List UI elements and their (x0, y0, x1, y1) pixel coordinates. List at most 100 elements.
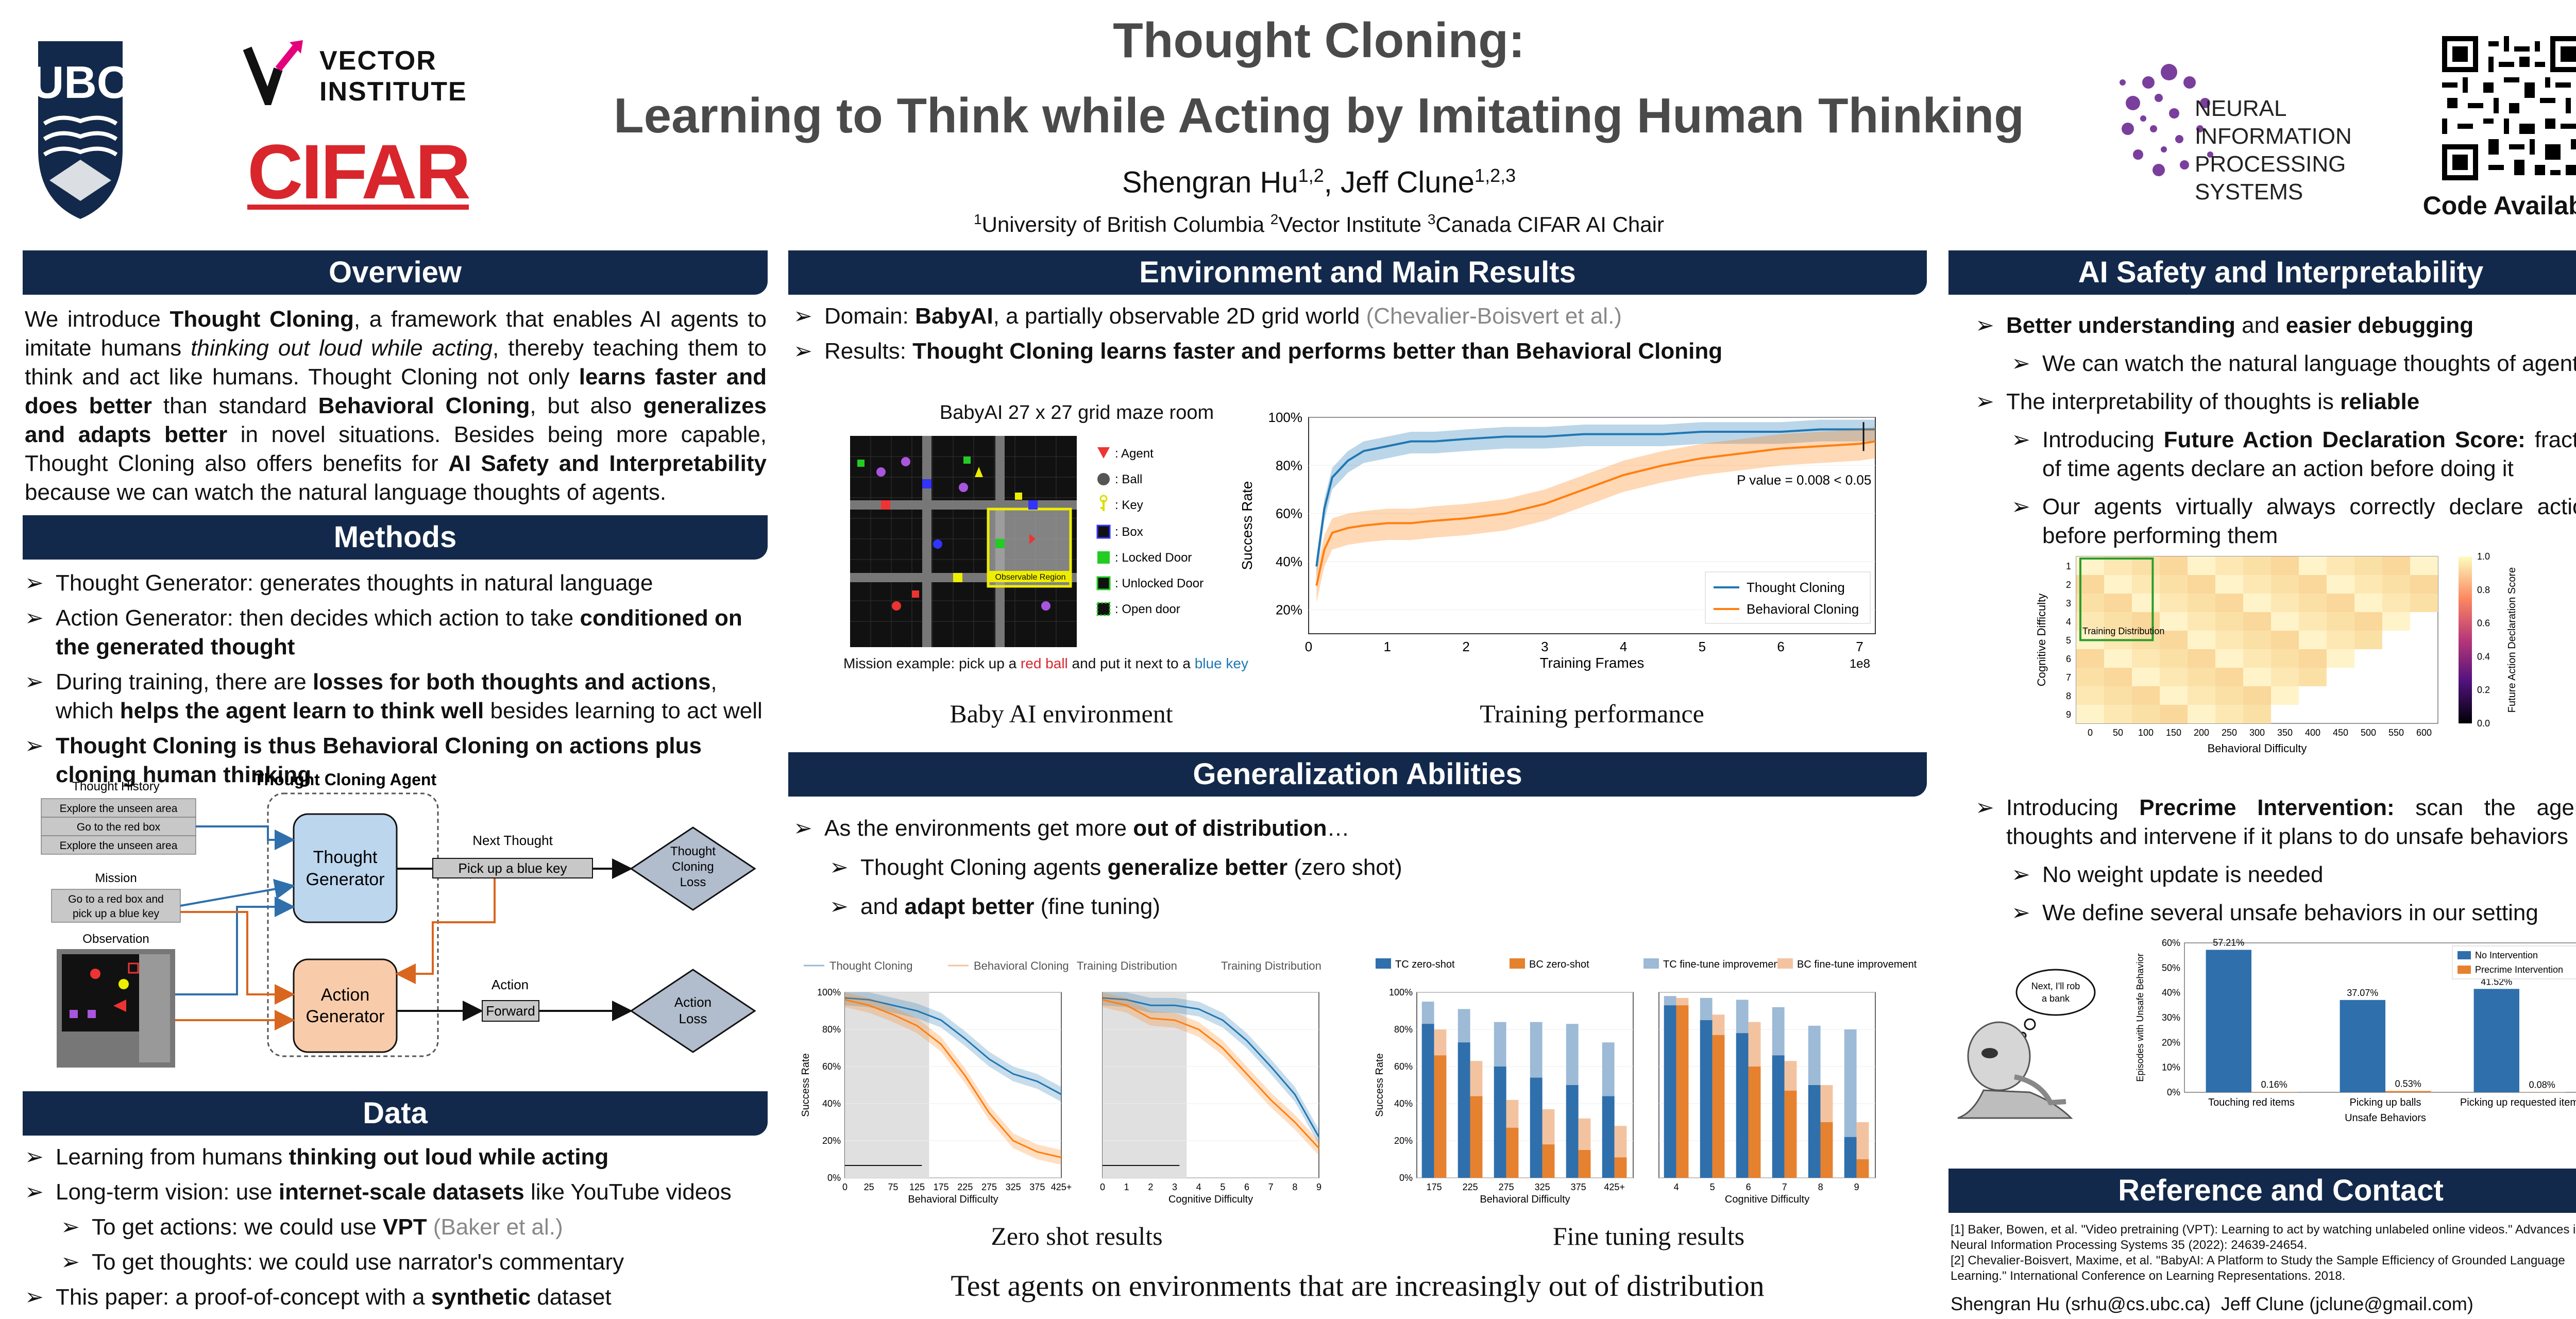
y-tick-label: 40% (1276, 554, 1302, 569)
heatmap-cell (2160, 649, 2188, 668)
bar-tc-zero (1566, 1085, 1579, 1178)
series-band-0 (1316, 419, 1875, 579)
colorbar-tick-label: 0.4 (2477, 651, 2490, 662)
x-tick-label: 125 (909, 1182, 925, 1192)
legend-label-3: BC fine-tune improvement (1797, 959, 1917, 970)
legend-swatch-3 (1777, 958, 1793, 969)
heatmap-cell (2188, 649, 2215, 668)
series-band-1 (845, 992, 1061, 1165)
x-tick-label: 0 (842, 1182, 848, 1192)
safety-item: No weight update is needed (2011, 860, 2576, 889)
bar-bc-zero (1856, 1159, 1869, 1178)
heatmap-cell (2104, 612, 2132, 631)
legend-label-0: No Intervention (2475, 950, 2538, 960)
open-door-icon (1096, 602, 1111, 616)
x-axis-label: Unsafe Behaviors (2345, 1112, 2426, 1124)
qr-code[interactable] (2442, 36, 2576, 180)
bar-bc-zero (1506, 1127, 1519, 1178)
series-line-0 (844, 997, 1062, 1095)
mission-label: Mission (95, 871, 137, 885)
x-axis-label: Cognitive Difficulty (1168, 1194, 1253, 1205)
babyai-maze: Observable Region : Agent : Ball : Key :… (850, 436, 1204, 647)
methods-item: Action Generator: then decides which act… (25, 604, 767, 662)
action-generator-line2: Generator (306, 1007, 384, 1026)
heatmap-cell (2160, 594, 2188, 612)
x-tick-label: 9 (1316, 1182, 1321, 1192)
heatmap-cell (2271, 649, 2299, 668)
bar-bc-zero (1434, 1055, 1447, 1178)
x-tick-label: 0 (1305, 639, 1312, 654)
legend-swatch-1 (1510, 958, 1525, 969)
mission-line2: pick up a blue key (73, 908, 160, 920)
y-tick-label: 0% (827, 1173, 841, 1183)
data-label: 0.53% (2395, 1078, 2421, 1089)
agent-label: Thought Cloning Agent (254, 770, 437, 789)
y-tick-label: 30% (2162, 1012, 2180, 1023)
thought-cloning-diagram: Thought Cloning Agent Thought History Ex… (41, 770, 756, 1068)
x-tick-label: 8 (1292, 1182, 1297, 1192)
heatmap-cell (2160, 668, 2188, 686)
y-tick-label: 20% (822, 1136, 841, 1146)
heatmap-cell (2299, 631, 2327, 649)
legend-box (1705, 571, 1871, 624)
heatmap-cell (2271, 668, 2299, 686)
generalization-item: and adapt better (fine tuning) (829, 892, 1917, 921)
contact-info: Shengran Hu (srhu@cs.ubc.ca) Jeff Clune … (1951, 1293, 2473, 1314)
speech-line2: a bank (2042, 993, 2070, 1004)
heatmap-cell (2299, 612, 2327, 631)
series-line-1 (1315, 440, 1876, 586)
y-axis-label: Success Rate (1239, 481, 1255, 570)
y-tick-label: 4 (2066, 617, 2071, 627)
bar-tc-zero (1421, 1024, 1434, 1178)
x-tick-label: 5 (1699, 639, 1706, 654)
legend-label-0: Thought Cloning (1747, 580, 1845, 595)
generalization-footer: Test agents on environments that are inc… (951, 1269, 1765, 1303)
data-label: 37.07% (2347, 988, 2378, 998)
heatmap-cell (2299, 575, 2327, 594)
safety-item: The interpretability of thoughts is reli… (1975, 387, 2576, 416)
bar-tc-zero (1700, 1020, 1713, 1178)
ubc-logo: UBC (31, 36, 129, 222)
thought-cloning-loss-line3: Loss (680, 875, 706, 889)
heatmap-cell (2104, 686, 2132, 705)
p-value-annotation: P value = 0.008 < 0.05 (1737, 472, 1871, 488)
vector-v-icon (243, 40, 303, 105)
environment-header: Environment and Main Results (788, 250, 1927, 295)
poster-authors: Shengran Hu1,2, Jeff Clune1,2,3 (1122, 165, 1516, 199)
y-tick-label: 20% (1276, 602, 1302, 617)
heatmap-cell (2327, 594, 2354, 612)
x-tick-label: 5 (1220, 1182, 1225, 1192)
x-tick-label: 0 (1100, 1182, 1105, 1192)
colorbar-label: Future Action Declaration Score (2506, 567, 2518, 713)
x-tick-label: 2 (1462, 639, 1469, 654)
x-tick-label: 175 (934, 1182, 949, 1192)
y-tick-label: 20% (1394, 1136, 1413, 1146)
training-distribution-band (845, 992, 929, 1178)
heatmap-cell (2243, 649, 2271, 668)
action-loss-line2: Loss (679, 1011, 707, 1026)
x-tick-label: 7 (1782, 1182, 1787, 1192)
safety-list-2: Introducing Precrime Intervention: scan … (1975, 793, 2576, 934)
x-tick-label: 400 (2305, 728, 2320, 738)
heatmap-cell (2271, 556, 2299, 575)
legend-swatch-0 (2458, 951, 2471, 959)
x-tick-label: 275 (1499, 1182, 1514, 1192)
legend-label-0: TC zero-shot (1395, 959, 1455, 970)
legend-label: Behavioral Cloning (974, 959, 1069, 972)
legend-box (2452, 945, 2576, 979)
colorbar-tick-label: 0.6 (2477, 618, 2490, 629)
heatmap-cell (2327, 631, 2354, 649)
x-tick-label: 4 (1620, 639, 1627, 654)
legend-label: Training Distribution (1221, 959, 1321, 972)
heatmap-cell (2160, 612, 2188, 631)
legend-label: Thought Cloning (829, 959, 912, 972)
data-label: 57.21% (2213, 937, 2244, 948)
ball-icon (90, 969, 100, 979)
x-axis-label: Behavioral Difficulty (2208, 742, 2307, 755)
heatmap-cell (2271, 686, 2299, 705)
x-tick-label: 175 (1427, 1182, 1442, 1192)
y-axis-label: Episodes with Unsafe Behavior (2135, 953, 2145, 1081)
action-label: Action (492, 977, 529, 992)
y-tick-label: 50% (2162, 962, 2180, 973)
legend-label: Training Distribution (1077, 959, 1177, 972)
